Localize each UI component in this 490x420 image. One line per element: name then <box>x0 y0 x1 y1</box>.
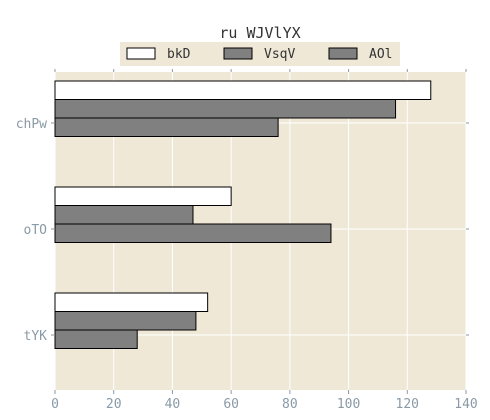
bar-VsqV-tYK <box>54 311 197 331</box>
legend-label: VsqV <box>264 47 295 62</box>
legend-swatch-bkD <box>126 47 156 60</box>
x-tick-label: 20 <box>106 397 122 412</box>
x-tick-label: 60 <box>223 397 239 412</box>
legend-box <box>120 42 400 66</box>
bar-AOl-tYK <box>54 329 138 349</box>
bar-VsqV-chPw <box>54 99 397 119</box>
bar-AOl-oTO <box>54 223 332 243</box>
legend-swatch-AOl <box>328 47 358 60</box>
x-tick-label: 0 <box>51 397 59 412</box>
legend-label: bkD <box>167 47 191 62</box>
bar-bkD-oTO <box>54 186 232 206</box>
bars <box>54 80 432 349</box>
bar-bkD-chPw <box>54 80 432 100</box>
y-axis: chPw oTO tYK <box>16 117 469 344</box>
x-tick-label: 140 <box>454 397 477 412</box>
x-tick-label: 120 <box>396 397 419 412</box>
y-tick-label: oTO <box>24 223 48 238</box>
x-axis: 0 20 40 60 80 100 120 140 <box>51 69 478 412</box>
y-tick-label: tYK <box>24 329 48 344</box>
legend-label: AOl <box>369 47 392 62</box>
bar-AOl-chPw <box>54 117 279 137</box>
chart-title: ru WJVlYX <box>219 24 300 42</box>
y-tick-label: chPw <box>16 117 47 132</box>
bar-bkD-tYK <box>54 292 209 312</box>
x-tick-label: 40 <box>165 397 181 412</box>
legend: bkD VsqV AOl <box>120 42 400 66</box>
bar-VsqV-oTO <box>54 205 194 225</box>
x-tick-label: 80 <box>282 397 298 412</box>
x-tick-label: 100 <box>337 397 360 412</box>
legend-swatch-VsqV <box>223 47 253 60</box>
